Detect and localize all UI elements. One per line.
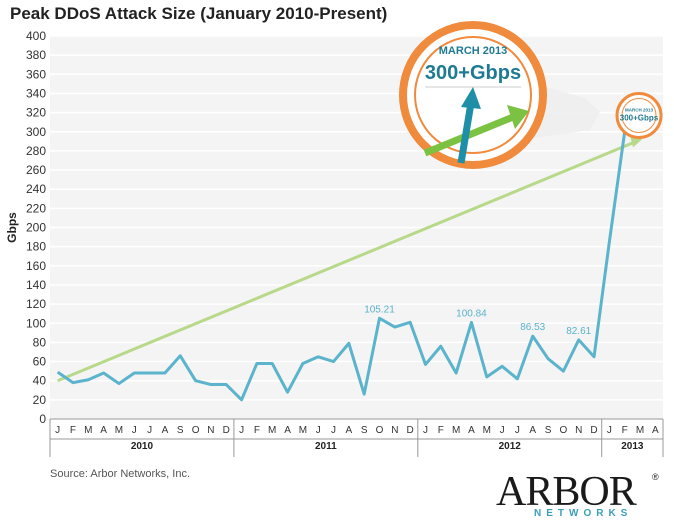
trend-line	[57, 141, 635, 383]
blue-arrow-shaft	[457, 102, 475, 164]
x-tick-label: J	[331, 425, 336, 436]
x-tick-label: D	[590, 425, 597, 436]
y-tick-label: 340	[26, 86, 46, 100]
y-tick-label: 0	[39, 412, 46, 426]
y-tick-label: 180	[26, 240, 46, 254]
logo-reg: ®	[652, 472, 659, 482]
year-label: 2013	[621, 441, 644, 452]
x-tick-label: F	[622, 425, 628, 436]
x-tick-label: M	[483, 425, 491, 436]
x-tick-label: S	[545, 425, 552, 436]
big-callout-value: 300+Gbps	[425, 62, 521, 84]
big-callout-date: MARCH 2013	[439, 45, 507, 57]
x-tick-label: M	[268, 425, 276, 436]
x-tick-label: N	[207, 425, 214, 436]
x-tick-label: S	[177, 425, 184, 436]
y-tick-label: 220	[26, 201, 46, 215]
x-tick-label: A	[468, 425, 475, 436]
x-tick-label: J	[316, 425, 321, 436]
x-tick-label: O	[192, 425, 200, 436]
y-tick-label: 80	[33, 335, 47, 349]
x-tick-label: J	[607, 425, 612, 436]
x-tick-label: O	[376, 425, 384, 436]
x-tick-label: M	[84, 425, 92, 436]
x-tick-label: J	[132, 425, 137, 436]
y-tick-label: 40	[33, 374, 47, 388]
x-tick-label: A	[162, 425, 169, 436]
x-tick-label: D	[223, 425, 230, 436]
y-tick-label: 60	[33, 355, 47, 369]
y-axis-label: Gbps	[5, 212, 19, 243]
small-callout-ring	[615, 91, 663, 139]
logo-word: ARBOR	[496, 469, 637, 515]
x-tick-label: S	[361, 425, 368, 436]
x-tick-label: A	[284, 425, 291, 436]
year-label: 2010	[131, 441, 154, 452]
x-tick-label: J	[515, 425, 520, 436]
y-tick-label: 280	[26, 144, 46, 158]
y-tick-label: 200	[26, 221, 46, 235]
x-tick-label: J	[147, 425, 152, 436]
small-callout-value: 300+Gbps	[620, 113, 659, 122]
x-tick-label: J	[239, 425, 244, 436]
chart-title: Peak DDoS Attack Size (January 2010-Pres…	[10, 4, 388, 23]
x-tick-label: F	[254, 425, 260, 436]
source-note: Source: Arbor Networks, Inc.	[50, 468, 190, 480]
y-tick-label: 140	[26, 278, 46, 292]
x-tick-label: M	[452, 425, 460, 436]
y-tick-label: 360	[26, 67, 46, 81]
arbor-logo: ARBOR ® NETWORKS	[490, 470, 666, 520]
x-tick-label: D	[407, 425, 414, 436]
x-tick-label: M	[299, 425, 307, 436]
year-label: 2011	[315, 441, 337, 452]
x-tick-label: F	[438, 425, 444, 436]
x-tick-label: A	[529, 425, 536, 436]
logo-sub: NETWORKS	[534, 508, 633, 519]
x-tick-label: A	[652, 425, 659, 436]
x-tick-label: A	[346, 425, 353, 436]
y-tick-label: 380	[26, 48, 46, 62]
y-tick-label: 240	[26, 182, 46, 196]
x-tick-label: J	[500, 425, 505, 436]
x-tick-label: M	[115, 425, 123, 436]
small-callout-inner	[621, 97, 657, 133]
y-tick-label: 20	[33, 393, 47, 407]
x-tick-label: M	[636, 425, 644, 436]
x-tick-label: J	[55, 425, 60, 436]
x-tick-label: N	[575, 425, 582, 436]
big-callout-inner	[414, 36, 532, 154]
y-tick-label: 400	[26, 29, 46, 43]
data-label: 105.21	[364, 304, 395, 315]
data-label: 82.61	[566, 326, 591, 337]
y-tick-label: 160	[26, 259, 46, 273]
x-tick-label: J	[423, 425, 428, 436]
year-label: 2012	[499, 441, 522, 452]
data-label: 86.53	[520, 322, 545, 333]
green-arrow-head	[507, 105, 529, 129]
y-tick-label: 320	[26, 106, 46, 120]
data-label: 100.84	[456, 308, 487, 319]
x-tick-label: F	[70, 425, 76, 436]
y-tick-label: 300	[26, 125, 46, 139]
series-line	[56, 131, 627, 402]
y-tick-label: 120	[26, 297, 46, 311]
y-tick-label: 260	[26, 163, 46, 177]
small-callout-date: MARCH 2013	[625, 107, 654, 112]
x-tick-label: N	[391, 425, 398, 436]
x-tick-label: A	[100, 425, 107, 436]
x-tick-label: O	[559, 425, 567, 436]
blue-arrow-head	[461, 87, 481, 109]
y-tick-label: 100	[26, 316, 46, 330]
